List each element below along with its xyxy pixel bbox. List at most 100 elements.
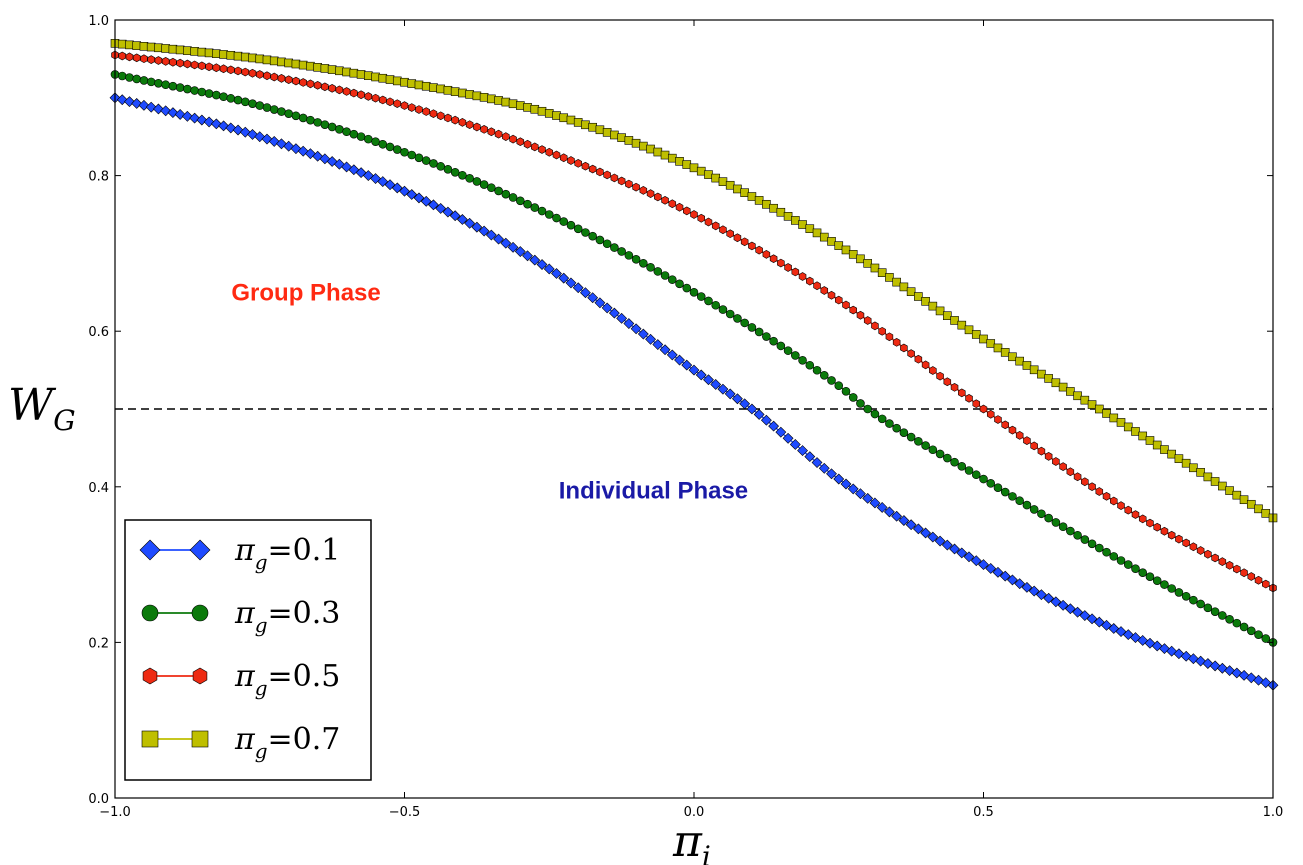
data-point-diamond [674,354,685,366]
data-point-circle [819,371,829,380]
data-point-circle [508,193,518,202]
data-point-square [834,241,844,250]
data-point-square [421,81,431,91]
data-point-diamond [587,292,599,304]
data-point-hexagon [1131,510,1140,519]
data-point-hexagon [1240,568,1248,578]
data-point-diamond [1093,616,1105,628]
data-point-circle [653,267,663,276]
y-tick-label: 1.0 [88,14,109,29]
data-point-hexagon [603,170,611,180]
data-point-square [1152,440,1162,450]
data-point-hexagon [777,258,785,268]
data-point-circle [1102,547,1111,557]
data-point-diamond [139,539,161,561]
data-point-hexagon [531,142,539,152]
data-point-circle [979,474,988,484]
legend-label: πg=0.1 [234,533,340,574]
x-tick-label: 0.0 [684,805,705,820]
data-point-hexagon [502,132,510,141]
data-point-circle [197,87,207,97]
data-point-square [704,170,713,179]
data-point-square [1203,472,1213,482]
data-point-circle [747,323,757,332]
data-point-square [1261,509,1271,518]
data-point-square [407,79,417,88]
data-point-hexagon [241,67,250,77]
data-point-square [1037,369,1046,379]
data-point-hexagon [321,82,329,92]
data-point-hexagon [784,263,792,272]
data-point-hexagon [1211,553,1219,563]
data-point-hexagon [212,63,221,73]
data-point-hexagon [248,68,257,78]
data-point-circle [1109,552,1119,561]
data-point-square [342,67,351,77]
data-point-circle [255,101,265,110]
data-point-hexagon [1204,549,1212,559]
data-point-diamond [1079,610,1091,621]
data-point-square [993,343,1003,353]
data-point-circle [465,174,474,183]
data-point-diamond [775,426,787,438]
data-point-hexagon [668,199,677,209]
data-point-square [298,60,308,70]
data-point-circle [342,127,351,137]
data-point-diamond [522,250,533,262]
data-point-circle [1058,522,1068,532]
data-point-circle [610,243,619,252]
series-2 [111,50,1277,593]
data-point-diamond [688,364,700,376]
data-point-diamond [753,409,765,420]
data-point-circle [364,134,373,144]
data-point-square [646,144,655,154]
data-point-circle [950,457,959,467]
data-point-square [552,111,561,120]
data-point-diamond [464,217,476,229]
data-point-circle [219,92,228,102]
data-point-diamond [456,214,468,225]
data-point-square [371,72,380,82]
data-point-square [306,61,315,71]
data-point-hexagon [538,145,546,154]
data-point-hexagon [335,85,344,95]
data-point-square [132,41,142,50]
data-point-circle [284,109,294,118]
data-point-square [812,228,822,238]
data-point-square [660,150,670,160]
data-point-circle [1008,492,1017,501]
data-point-diamond [1007,574,1018,586]
data-point-square [863,259,873,268]
data-point-circle [834,381,844,390]
data-point-circle [1254,630,1263,639]
data-point-diamond [840,478,852,490]
series-line [114,54,1274,589]
data-point-diamond [507,241,519,253]
data-point-hexagon [1182,538,1190,548]
data-point-diamond [413,192,425,204]
data-point-square [191,730,209,748]
data-point-hexagon [791,267,800,277]
data-point-circle [298,113,308,123]
data-point-hexagon [552,150,561,160]
data-point-square [1044,374,1053,383]
data-point-circle [899,428,909,437]
data-point-square [183,46,192,55]
data-point-circle [414,153,424,163]
data-point-square [979,334,988,344]
legend-label-sub: g [255,613,268,637]
data-point-diamond [391,182,403,194]
data-point-hexagon [458,118,467,127]
data-point-hexagon [1008,425,1017,435]
data-point-circle [487,183,496,193]
data-point-circle [1037,509,1046,519]
data-point-hexagon [379,95,387,105]
data-point-circle [1066,526,1075,536]
y-tick-label: 0.6 [88,325,109,340]
data-point-hexagon [863,316,872,325]
data-point-hexagon [574,158,582,168]
data-point-hexagon [762,250,771,259]
data-point-square [617,133,626,142]
legend-entry: πg=0.1 [139,533,340,574]
data-point-hexagon [820,286,829,295]
